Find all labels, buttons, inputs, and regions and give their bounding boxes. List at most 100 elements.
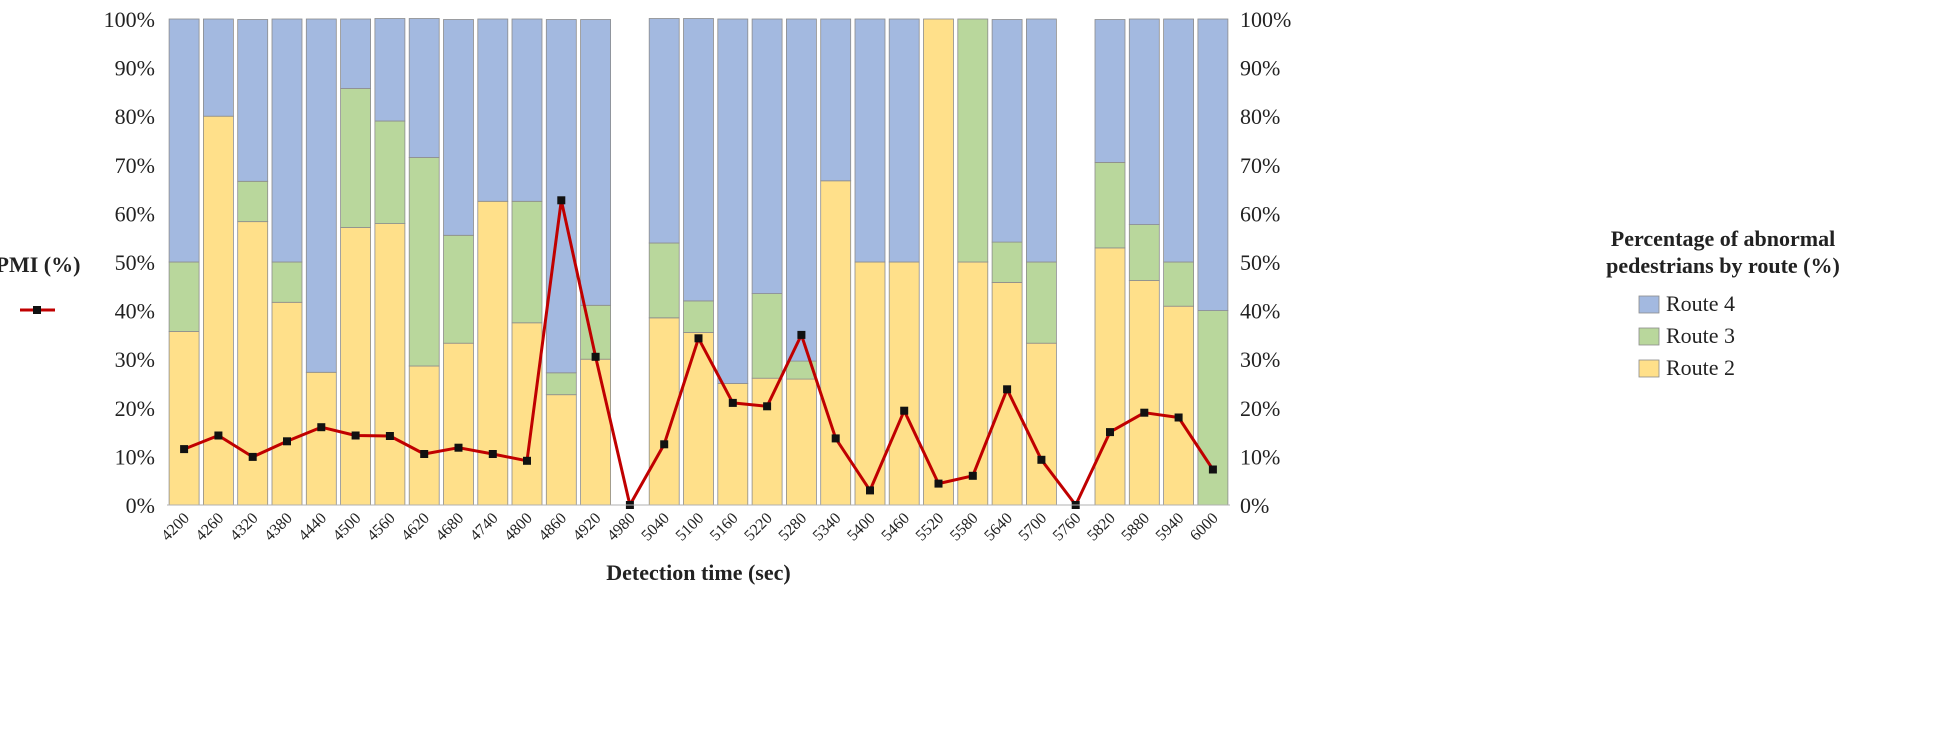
x-tick-label: 4980 [604, 510, 639, 545]
bar-route-3-5820 [1094, 161, 1126, 249]
pmi-point-5100 [694, 334, 703, 343]
right-y-tick-label: 50% [1240, 250, 1280, 275]
pmi-point-5880 [1140, 408, 1149, 417]
bar-route-4-5160 [717, 18, 749, 384]
bar-route-4-5340 [820, 18, 852, 182]
left-y-tick-label: 60% [115, 201, 155, 226]
bar-route-2-5520 [923, 18, 954, 506]
pmi-point-5820 [1106, 428, 1114, 437]
pmi-point-4620 [420, 450, 429, 458]
bar-route-2-5940 [1163, 305, 1194, 506]
pmi-point-5700 [1037, 455, 1046, 464]
bar-route-3-5700 [1026, 261, 1057, 344]
bar-route-4-4440 [305, 18, 337, 373]
bars-layer [168, 18, 1229, 506]
bar-route-4-5460 [888, 18, 920, 263]
x-tick-label: 5880 [1118, 510, 1153, 545]
x-tick-label: 5460 [878, 510, 913, 545]
pmi-point-4320 [248, 452, 257, 461]
x-tick-label: 4560 [364, 510, 399, 545]
bar-route-4-6000 [1197, 18, 1229, 312]
pmi-point-4560 [385, 432, 394, 440]
x-tick-label: 5700 [1016, 510, 1051, 545]
bar-route-4-4920 [580, 19, 611, 306]
bar-route-4-5040 [648, 18, 680, 244]
x-tick-label: 4680 [433, 510, 468, 545]
route-legend: Route 4 Route 3 Route 2 [1638, 291, 1735, 380]
pmi-point-5160 [728, 398, 737, 407]
right-axis-title-line-1: Percentage of abnormal [1611, 226, 1835, 251]
pmi-point-6000 [1208, 465, 1217, 474]
left-y-tick-label: 0% [126, 493, 155, 518]
legend-label-route-3: Route 3 [1666, 323, 1735, 348]
pmi-legend-marker [33, 306, 41, 314]
pmi-point-4740 [488, 450, 497, 458]
bar-route-3-4380 [271, 261, 303, 303]
x-tick-label: 4740 [467, 510, 502, 545]
bar-route-4-4200 [168, 18, 200, 263]
x-tick-label: 5400 [844, 510, 879, 545]
bar-route-3-5220 [751, 293, 783, 379]
pmi-point-4440 [317, 423, 326, 432]
bar-route-3-5100 [683, 300, 714, 333]
x-tick-label: 4380 [261, 510, 296, 545]
legend-swatch-route-3 [1638, 327, 1660, 346]
x-tick-label: 4320 [227, 510, 262, 545]
x-tick-label: 5760 [1050, 510, 1085, 545]
bar-route-4-5220 [751, 18, 783, 295]
bar-route-3-4560 [374, 120, 406, 224]
x-tick-label: 5580 [947, 510, 982, 545]
right-y-tick-label: 0% [1240, 493, 1269, 518]
x-tick-label: 4620 [398, 510, 433, 545]
x-tick-label: 5640 [981, 510, 1016, 545]
bar-route-2-4680 [443, 342, 474, 506]
pmi-point-5580 [968, 471, 977, 480]
pmi-point-4860 [557, 196, 566, 205]
left-y-tick-label: 40% [115, 299, 155, 324]
bar-route-3-5640 [991, 241, 1023, 283]
x-tick-label: 4440 [295, 510, 330, 545]
right-y-tick-label: 40% [1240, 299, 1280, 324]
bar-route-2-4620 [408, 365, 440, 506]
bar-route-3-5040 [648, 242, 680, 319]
bar-route-4-5880 [1128, 18, 1160, 226]
legend-swatch-route-2 [1638, 359, 1660, 378]
bar-route-3-5880 [1128, 224, 1160, 281]
x-tick-label: 4920 [570, 510, 605, 545]
bar-route-3-4200 [168, 261, 200, 332]
bar-route-4-4740 [477, 18, 509, 202]
bar-route-4-4320 [237, 19, 269, 182]
bar-route-2-4800 [511, 322, 543, 506]
bar-route-4-4380 [271, 18, 303, 263]
bar-route-4-5280 [786, 18, 817, 362]
pmi-point-5640 [1003, 385, 1012, 394]
bar-route-2-4200 [168, 331, 200, 506]
bar-route-2-5280 [786, 378, 817, 506]
bar-route-2-5820 [1094, 247, 1126, 506]
right-y-tick-label: 30% [1240, 347, 1280, 372]
bar-route-2-4860 [545, 394, 577, 506]
x-tick-label: 4860 [536, 510, 571, 545]
pmi-point-4800 [523, 456, 531, 465]
x-tick-label: 5340 [810, 510, 845, 545]
bar-route-2-5700 [1026, 342, 1057, 506]
left-y-tick-label: 90% [115, 56, 155, 81]
pmi-axis-title: PMI (%) [0, 252, 80, 277]
bar-route-2-5220 [751, 377, 783, 506]
legend-label-route-2: Route 2 [1666, 355, 1735, 380]
left-y-tick-label: 50% [115, 250, 155, 275]
x-axis-ticks: 4200 4260 4320 4380 4440 4500 4560 4620 4680 4740… [158, 510, 1221, 545]
bar-route-2-4320 [237, 221, 269, 506]
legend-label-route-4: Route 4 [1666, 291, 1735, 316]
bar-route-4-4860 [545, 19, 577, 374]
pmi-point-5460 [900, 406, 909, 415]
x-tick-label: 4500 [330, 510, 365, 545]
pmi-point-5340 [831, 434, 840, 443]
bar-route-3-4620 [408, 157, 440, 367]
x-tick-label: 5040 [638, 510, 673, 545]
right-y-tick-label: 90% [1240, 56, 1280, 81]
x-tick-label: 4260 [193, 510, 228, 545]
x-tick-label: 5160 [707, 510, 742, 545]
